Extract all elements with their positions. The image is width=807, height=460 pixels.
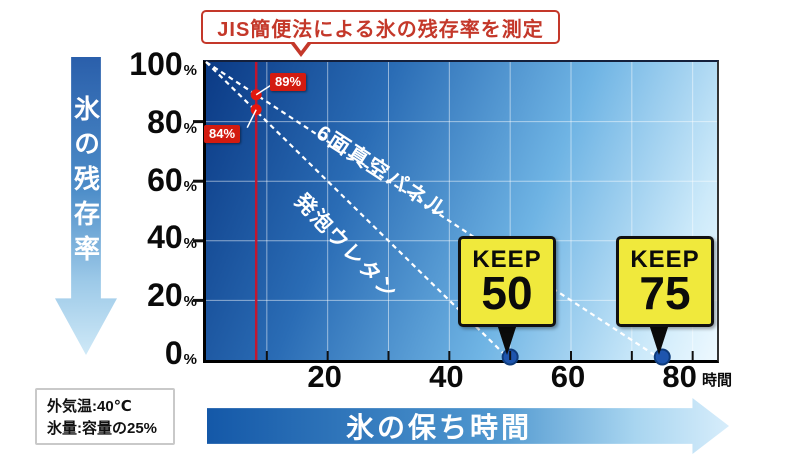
y-tick-label-60: 60%: [107, 161, 197, 199]
y-tick-number: 100: [129, 46, 183, 82]
measure-label-89: 89%: [270, 73, 307, 91]
title-text: JIS簡便法による氷の残存率を測定: [217, 18, 544, 41]
x-axis-unit: 時間: [702, 372, 733, 389]
condition-ambient-temp: 外気温:40℃: [47, 398, 132, 415]
keep50-word: KEEP: [472, 245, 542, 273]
x-tick-label-20: 20: [307, 359, 342, 394]
keep50-number: 50: [481, 266, 533, 319]
bubble-tail-fill: [292, 39, 310, 51]
x-axis-arrow-icon: 氷の保ち時間: [207, 398, 729, 454]
y-tick-percent-sign: %: [183, 119, 197, 137]
keep75-badge: KEEP 75: [616, 236, 714, 327]
conditions-box: 外気温:40℃ 氷量:容量の25%: [35, 388, 175, 445]
y-tick-percent-sign: %: [183, 351, 197, 368]
y-tick-label-100: 100%: [107, 45, 197, 83]
keep50-badge: KEEP 50: [458, 236, 556, 327]
x-tick-label-80: 80: [662, 359, 697, 394]
y-axis-title: 氷の残存率: [70, 94, 101, 270]
keep50-pointer-icon: [496, 321, 518, 355]
y-tick-number: 60: [147, 161, 183, 198]
y-tick-percent-sign: %: [183, 62, 197, 79]
condition-ice-amount: 氷量:容量の25%: [47, 420, 158, 437]
y-tick-label-0: 0%: [107, 334, 197, 372]
measure-label-84: 84%: [204, 125, 241, 143]
y-tick-percent-sign: %: [183, 235, 197, 253]
x-tick-label-60: 60: [550, 359, 586, 394]
label-connector: [246, 109, 257, 129]
title-bubble: JIS簡便法による氷の残存率を測定: [201, 10, 560, 44]
y-tick-number: 80: [147, 103, 183, 140]
keep75-word: KEEP: [630, 245, 700, 273]
y-tick-number: 0: [164, 335, 183, 371]
x-tick-label-40: 40: [429, 359, 464, 394]
y-tick-label-80: 80%: [107, 103, 197, 141]
keep75-pointer-icon: [648, 321, 670, 355]
y-tick-label-20: 20%: [107, 276, 197, 314]
series-line: [205, 61, 663, 361]
y-tick-label-40: 40%: [107, 218, 197, 256]
keep75-number: 75: [639, 266, 691, 319]
y-tick-number: 20: [147, 277, 183, 314]
y-tick-number: 40: [147, 219, 183, 256]
y-tick-percent-sign: %: [183, 293, 197, 311]
y-tick-percent-sign: %: [183, 177, 197, 195]
x-axis-title: 氷の保ち時間: [345, 412, 532, 443]
